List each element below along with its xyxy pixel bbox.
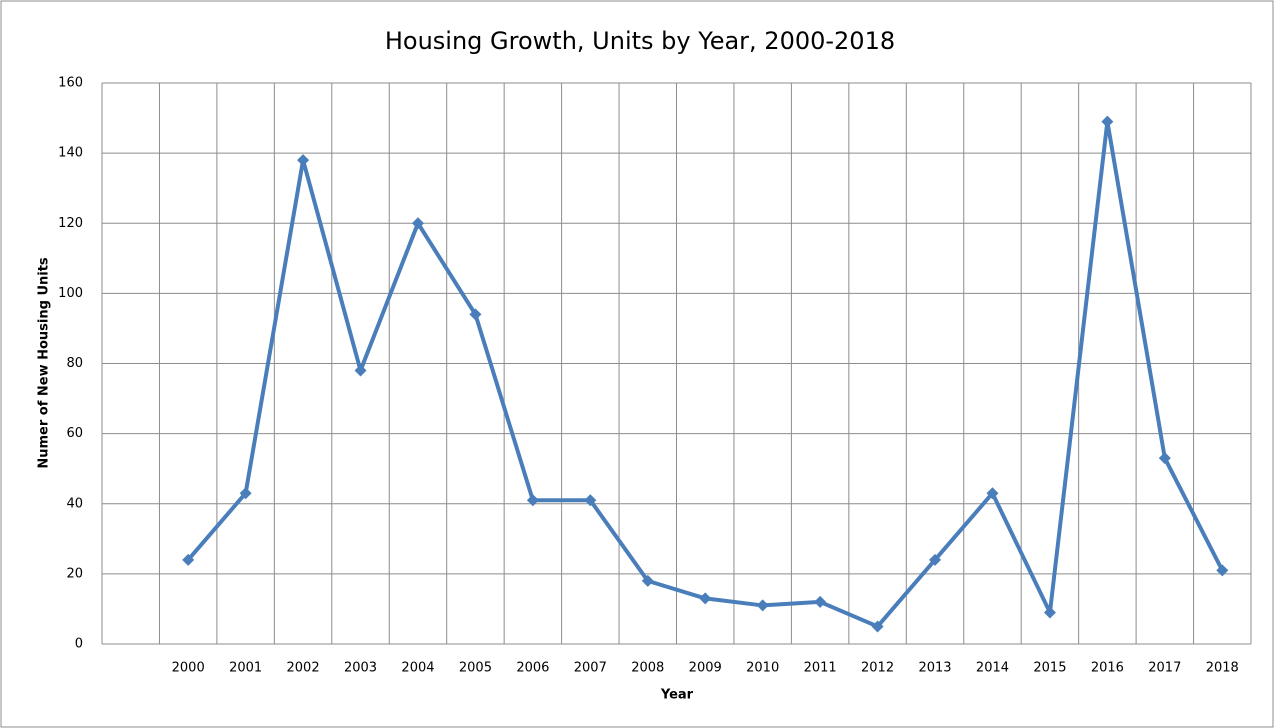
x-tick-label: 2000 <box>172 661 205 676</box>
x-tick-label: 2009 <box>689 661 722 676</box>
point-marker <box>871 620 884 633</box>
x-tick-label: 2008 <box>631 661 664 676</box>
point-marker <box>469 308 482 321</box>
point-marker <box>986 487 999 500</box>
y-tick-label: 160 <box>58 76 83 91</box>
point-marker <box>182 553 195 566</box>
point-marker <box>641 574 654 587</box>
x-tick-label: 2016 <box>1091 661 1124 676</box>
x-tick-label: 2005 <box>459 661 492 676</box>
x-tick-label: 2015 <box>1033 661 1066 676</box>
point-marker <box>929 553 942 566</box>
y-tick-label: 100 <box>58 286 83 301</box>
point-marker <box>239 487 252 500</box>
point-marker <box>1043 606 1056 619</box>
y-tick-label: 20 <box>66 566 83 581</box>
y-tick-label: 60 <box>66 426 83 441</box>
x-tick-label: 2011 <box>804 661 837 676</box>
point-marker <box>1216 564 1229 577</box>
y-tick-label: 40 <box>66 496 83 511</box>
point-marker <box>584 494 597 507</box>
chart-title: Housing Growth, Units by Year, 2000-2018 <box>385 27 895 55</box>
x-tick-label: 2010 <box>746 661 779 676</box>
y-tick-label: 80 <box>66 356 83 371</box>
point-marker <box>297 154 310 167</box>
point-marker <box>354 364 367 377</box>
y-tick-label: 0 <box>75 637 83 652</box>
x-tick-label: 2018 <box>1206 661 1239 676</box>
x-axis-label: Year <box>660 688 694 703</box>
x-tick-label: 2017 <box>1148 661 1181 676</box>
x-tick-label: 2007 <box>574 661 607 676</box>
y-axis-label: Numer of New Housing Units <box>37 257 52 469</box>
point-marker <box>411 217 424 230</box>
point-marker <box>756 599 769 612</box>
x-tick-label: 2014 <box>976 661 1009 676</box>
point-marker <box>814 595 827 608</box>
point-marker <box>526 494 539 507</box>
x-tick-label: 2003 <box>344 661 377 676</box>
x-tick-label: 2002 <box>287 661 320 676</box>
x-tick-label: 2004 <box>401 661 434 676</box>
x-tick-label: 2006 <box>516 661 549 676</box>
y-tick-label: 120 <box>58 216 83 231</box>
point-marker <box>699 592 712 605</box>
point-marker <box>1158 452 1171 465</box>
x-tick-label: 2013 <box>918 661 951 676</box>
point-marker <box>1101 115 1114 128</box>
x-tick-label: 2012 <box>861 661 894 676</box>
x-tick-label: 2001 <box>229 661 262 676</box>
y-tick-label: 140 <box>58 146 83 161</box>
